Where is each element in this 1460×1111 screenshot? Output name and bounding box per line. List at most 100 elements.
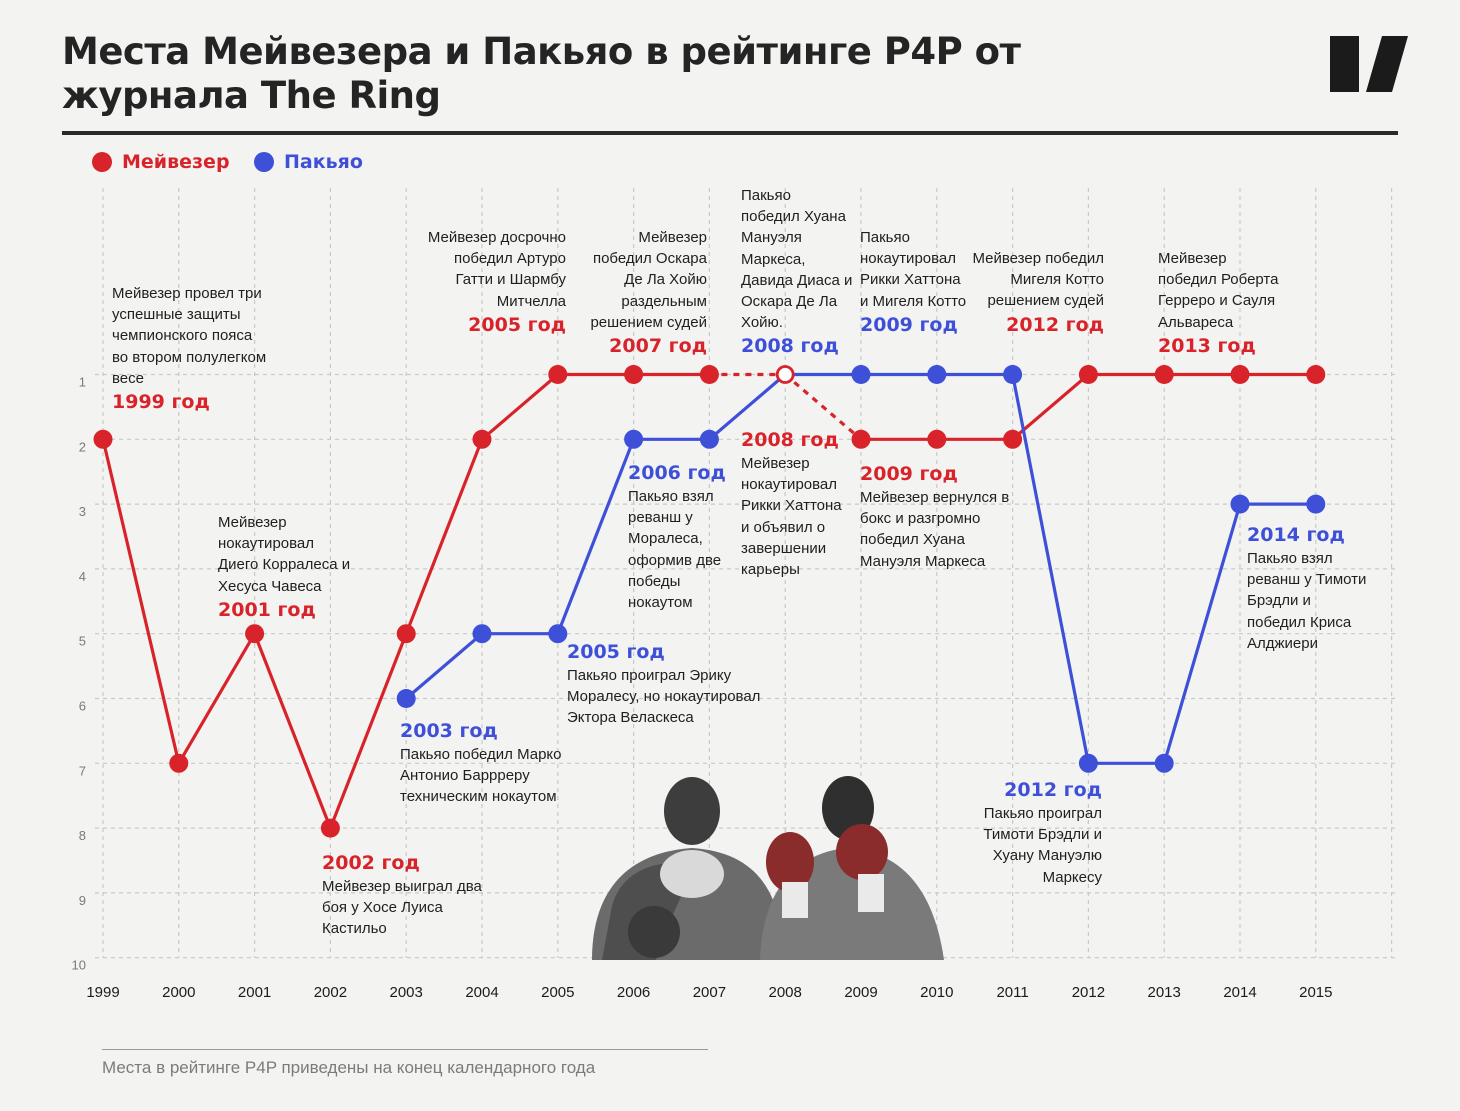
data-point [472, 429, 492, 449]
y-tick-label: 8 [79, 828, 86, 843]
annotation-mayweather-1999: Мейвезер провел три успешные защиты чемп… [112, 283, 272, 415]
footnote-divider [102, 1049, 708, 1050]
x-tick-label: 2014 [1223, 984, 1256, 1001]
annotation-text: Мейвезер досрочно победил Артуро Гатти и… [427, 229, 566, 310]
legend-item-mayweather: Мейвезер [92, 150, 230, 174]
y-tick-label: 7 [79, 763, 86, 778]
x-tick-label: 2003 [390, 984, 423, 1001]
x-tick-label: 2007 [693, 984, 726, 1001]
annotation-pacquiao-2003: 2003 год Пакьяо победил Марко Антонио Ба… [400, 718, 570, 808]
x-tick-label: 2009 [844, 984, 877, 1001]
data-point [1154, 365, 1174, 384]
data-point [1306, 365, 1326, 384]
annotation-year: 2008 год [741, 429, 839, 451]
x-tick-label: 2012 [1072, 984, 1105, 1001]
annotation-text: Пакьяо проиграл Тимоти Брэдли и Хуану Ма… [983, 805, 1102, 886]
annotation-year: 1999 год [112, 391, 210, 414]
y-tick-label: 9 [79, 893, 86, 908]
data-point [699, 365, 719, 384]
data-point [624, 429, 644, 449]
y-tick-label: 2 [79, 439, 86, 454]
y-tick-label: 10 [72, 958, 86, 973]
x-tick-label: 2013 [1148, 984, 1181, 1001]
footnote: Места в рейтинге P4P приведены на конец … [102, 1058, 596, 1077]
data-point [396, 624, 416, 644]
data-point [1230, 365, 1250, 384]
legend-label-pacquiao: Пакьяо [284, 151, 363, 173]
annotation-year: 2002 год [322, 852, 420, 874]
page-title: Места Мейвезера и Пакьяо в рейтинге P4P … [62, 30, 1021, 117]
data-point [927, 429, 947, 449]
annotation-text: Пакьяо взял реванш у Моралеса, оформив д… [628, 488, 722, 612]
data-point [320, 818, 340, 838]
annotation-pacquiao-2005: 2005 год Пакьяо проиграл Эрику Моралесу,… [567, 639, 772, 729]
x-tick-label: 2002 [314, 984, 347, 1001]
legend-marker-red [92, 152, 112, 172]
annotation-year: 2012 год [1004, 779, 1102, 801]
annotation-year: 2014 год [1247, 524, 1345, 546]
annotation-pacquiao-2014: 2014 год Пакьяо взял реванш у Тимоти Брэ… [1247, 522, 1372, 654]
x-tick-label: 2005 [541, 984, 574, 1001]
annotation-mayweather-2012: Мейвезер победил Мигеля Котто решением с… [972, 248, 1104, 338]
series-line [784, 373, 863, 441]
annotation-year: 2001 год [218, 598, 316, 621]
x-tick-label: 1999 [86, 984, 119, 1001]
annotation-text: Мейвезер победил Роберта Герреро и Сауля… [1158, 250, 1279, 331]
annotation-mayweather-2008: 2008 год Мейвезер нокаутировал Рикки Хат… [741, 427, 851, 580]
annotation-year: 2007 год [609, 335, 707, 358]
x-tick-label: 2015 [1299, 984, 1332, 1001]
data-point [472, 624, 492, 644]
x-tick-label: 2011 [996, 984, 1028, 1001]
annotation-text: Мейвезер нокаутировал Диего Корралеса и … [218, 514, 351, 595]
annotation-text: Мейвезер провел три успешные защиты чемп… [112, 285, 267, 387]
annotation-year: 2009 год [860, 313, 958, 336]
data-point [548, 624, 568, 644]
annotation-text: Пакьяо взял реванш у Тимоти Брэдли и поб… [1247, 550, 1367, 652]
annotation-mayweather-2005: Мейвезер досрочно победил Артуро Гатти и… [426, 227, 566, 338]
data-point [548, 365, 568, 384]
data-point [1078, 753, 1098, 773]
annotation-pacquiao-2012: 2012 год Пакьяо проиграл Тимоти Брэдли и… [960, 777, 1102, 888]
annotation-pacquiao-2006: 2006 год Пакьяо взял реванш у Моралеса, … [628, 460, 728, 613]
legend-item-pacquiao: Пакьяо [254, 150, 363, 174]
y-tick-label: 6 [79, 699, 86, 714]
y-tick-label: 4 [79, 569, 86, 584]
annotation-year: 2005 год [567, 641, 665, 663]
annotation-year: 2012 год [1006, 313, 1104, 336]
data-point [927, 365, 947, 384]
data-point [1078, 365, 1098, 384]
annotation-year: 2003 год [400, 720, 498, 742]
y-tick-label: 5 [79, 634, 86, 649]
annotation-text: Пакьяо проиграл Эрику Моралесу, но нокау… [567, 667, 761, 727]
annotation-text: Пакьяо нокаутировал Рикки Хаттона и Миге… [860, 229, 967, 310]
data-point [93, 429, 113, 449]
annotation-year: 2006 год [628, 462, 726, 484]
data-point [245, 624, 265, 644]
data-point [1154, 753, 1174, 773]
y-tick-label: 1 [79, 375, 86, 390]
data-point [1230, 494, 1250, 514]
annotation-text: Мейвезер нокаутировал Рикки Хаттона и об… [741, 455, 842, 579]
title-divider [62, 131, 1398, 135]
data-point [396, 689, 416, 708]
x-tick-label: 2008 [769, 984, 802, 1001]
annotation-text: Мейвезер победил Мигеля Котто решением с… [972, 250, 1104, 310]
annotation-text: Мейвезер вернулся в бокс и разгромно поб… [860, 489, 1010, 570]
publisher-logo-icon [1330, 36, 1408, 92]
data-point [169, 753, 189, 773]
data-point [1003, 429, 1023, 449]
data-point [775, 365, 795, 384]
y-tick-label: 3 [79, 504, 86, 519]
data-point [699, 429, 719, 449]
annotation-mayweather-2009: 2009 год Мейвезер вернулся в бокс и разг… [860, 461, 1010, 572]
annotation-year: 2008 год [741, 335, 839, 358]
annotation-pacquiao-2008: Пакьяо победил Хуана Мануэля Маркеса, Да… [741, 185, 853, 359]
data-point [1003, 365, 1023, 384]
annotation-pacquiao-2009: Пакьяо нокаутировал Рикки Хаттона и Миге… [860, 227, 970, 338]
annotation-mayweather-2007: Мейвезер победил Оскара Де Ла Хойю разде… [577, 227, 707, 359]
data-point [851, 429, 871, 449]
annotation-year: 2009 год [860, 463, 958, 485]
x-tick-label: 2001 [238, 984, 271, 1001]
boxers-photo-icon [592, 776, 944, 960]
annotation-year: 2013 год [1158, 334, 1256, 357]
